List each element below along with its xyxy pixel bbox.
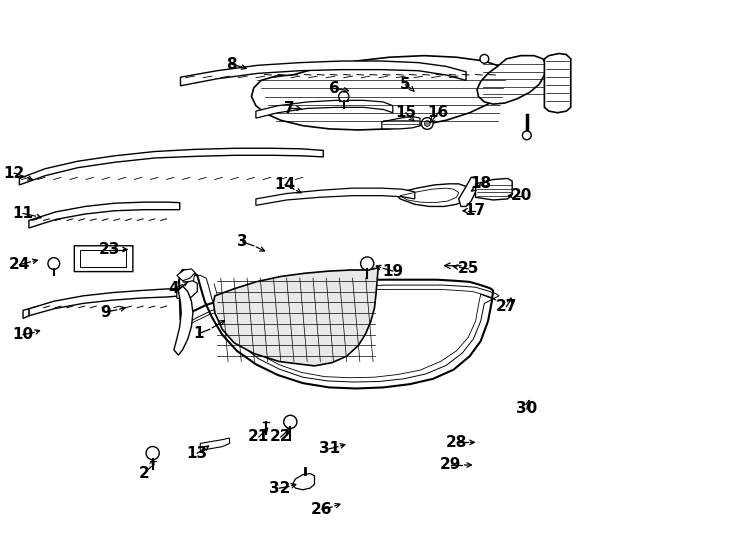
Text: 27: 27 bbox=[495, 299, 517, 314]
Circle shape bbox=[421, 118, 433, 130]
Text: 1: 1 bbox=[194, 326, 204, 341]
Polygon shape bbox=[181, 61, 466, 86]
Text: 11: 11 bbox=[12, 206, 34, 221]
Text: 10: 10 bbox=[12, 327, 34, 342]
Text: 26: 26 bbox=[311, 502, 333, 517]
Polygon shape bbox=[200, 438, 230, 450]
Polygon shape bbox=[256, 100, 393, 118]
Text: 20: 20 bbox=[510, 188, 531, 203]
Polygon shape bbox=[545, 53, 571, 113]
Polygon shape bbox=[174, 286, 193, 355]
Text: 32: 32 bbox=[269, 481, 290, 496]
Polygon shape bbox=[293, 474, 314, 490]
Polygon shape bbox=[19, 148, 323, 185]
Text: 5: 5 bbox=[400, 77, 410, 92]
Polygon shape bbox=[214, 268, 378, 366]
Polygon shape bbox=[477, 56, 547, 104]
Text: 6: 6 bbox=[329, 81, 340, 96]
Polygon shape bbox=[476, 178, 512, 200]
Polygon shape bbox=[179, 270, 493, 388]
Circle shape bbox=[284, 415, 297, 428]
Circle shape bbox=[146, 447, 159, 460]
Polygon shape bbox=[382, 117, 420, 129]
Polygon shape bbox=[395, 184, 468, 206]
Circle shape bbox=[360, 257, 374, 270]
Bar bbox=[80, 249, 126, 267]
Text: 12: 12 bbox=[4, 166, 25, 180]
Text: 31: 31 bbox=[319, 441, 340, 456]
Polygon shape bbox=[177, 281, 197, 300]
Text: 4: 4 bbox=[168, 281, 178, 296]
Text: 21: 21 bbox=[248, 429, 269, 444]
Text: 13: 13 bbox=[186, 446, 208, 461]
FancyBboxPatch shape bbox=[74, 246, 133, 272]
Polygon shape bbox=[256, 188, 415, 205]
Text: 9: 9 bbox=[101, 305, 111, 320]
Polygon shape bbox=[252, 56, 508, 130]
Text: 16: 16 bbox=[428, 105, 449, 120]
Circle shape bbox=[523, 131, 531, 140]
Text: 3: 3 bbox=[237, 234, 248, 249]
Polygon shape bbox=[23, 309, 29, 319]
Circle shape bbox=[338, 91, 349, 102]
Circle shape bbox=[48, 258, 59, 269]
Text: 30: 30 bbox=[516, 401, 537, 416]
Circle shape bbox=[480, 55, 489, 63]
Text: 7: 7 bbox=[283, 101, 294, 116]
Text: 2: 2 bbox=[139, 466, 149, 481]
Text: 25: 25 bbox=[457, 261, 479, 276]
Text: 17: 17 bbox=[465, 203, 485, 218]
Circle shape bbox=[424, 120, 430, 126]
Text: 8: 8 bbox=[226, 57, 237, 72]
Text: 22: 22 bbox=[270, 429, 291, 444]
Polygon shape bbox=[459, 177, 477, 206]
Text: 14: 14 bbox=[275, 178, 296, 192]
Text: 28: 28 bbox=[446, 435, 468, 450]
Text: 24: 24 bbox=[9, 257, 30, 272]
Polygon shape bbox=[29, 289, 180, 316]
Text: 19: 19 bbox=[382, 264, 404, 279]
Polygon shape bbox=[29, 202, 180, 228]
Text: 23: 23 bbox=[99, 242, 120, 257]
Polygon shape bbox=[177, 269, 195, 281]
Text: 29: 29 bbox=[440, 457, 462, 472]
Text: 18: 18 bbox=[470, 177, 491, 191]
Text: 15: 15 bbox=[396, 105, 417, 120]
